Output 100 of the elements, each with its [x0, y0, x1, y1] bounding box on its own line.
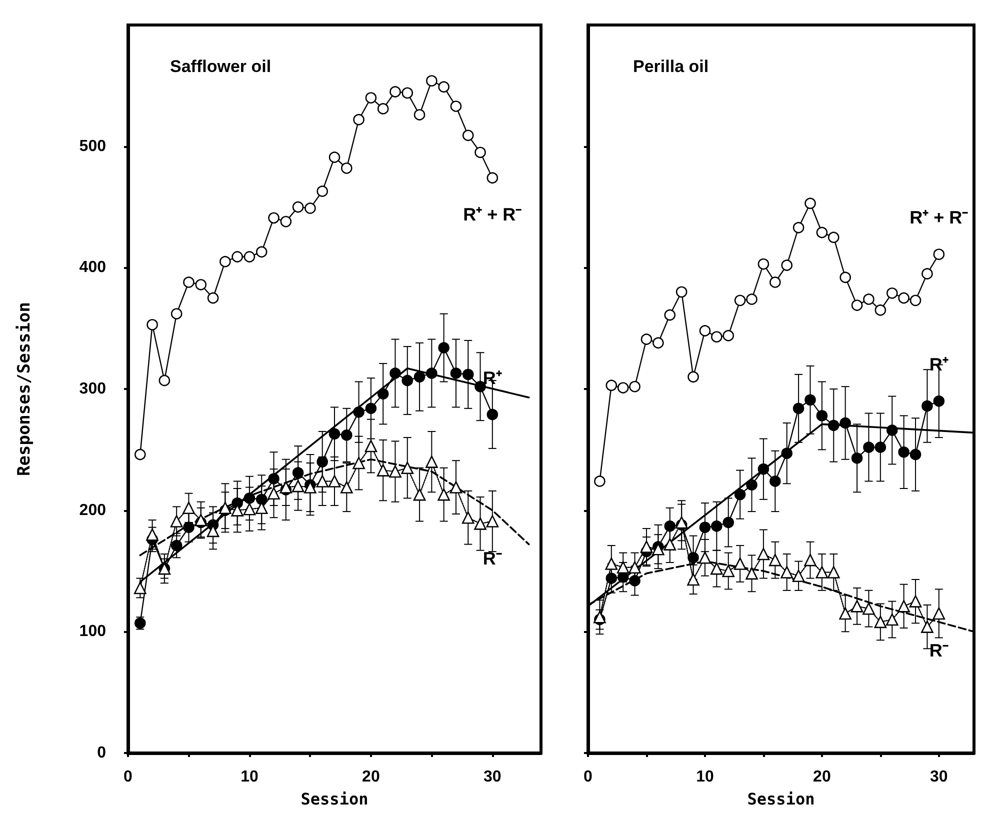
point: [594, 476, 606, 487]
point: [389, 465, 402, 478]
x-tick-label: 0: [124, 768, 133, 786]
point: [170, 540, 182, 552]
point: [292, 480, 304, 492]
point: [268, 212, 280, 224]
point: [874, 442, 886, 453]
point: [699, 325, 711, 336]
point: [828, 232, 840, 243]
point: [377, 103, 389, 114]
point: [474, 380, 486, 392]
series-label: R⁻: [482, 548, 502, 568]
point: [828, 420, 840, 432]
point: [640, 334, 652, 345]
point: [450, 100, 462, 112]
point: [244, 251, 256, 262]
point: [414, 371, 426, 383]
point: [328, 152, 340, 163]
point: [364, 440, 378, 452]
point: [352, 456, 365, 470]
point: [243, 502, 256, 516]
point: [486, 408, 498, 420]
point: [722, 330, 734, 342]
point: [886, 288, 898, 299]
point: [316, 186, 328, 197]
point: [402, 87, 414, 99]
point: [851, 452, 863, 464]
point: [220, 256, 231, 268]
point: [340, 481, 353, 494]
point: [874, 304, 886, 316]
point: [816, 226, 828, 238]
point: [932, 607, 946, 620]
x-tick-label: 30: [484, 768, 502, 786]
series-label: R⁺ + R⁻: [463, 204, 522, 225]
point: [134, 582, 146, 594]
point: [922, 268, 933, 280]
point: [699, 522, 711, 533]
point: [256, 246, 268, 258]
point: [617, 382, 629, 394]
point: [898, 600, 910, 612]
point: [933, 395, 945, 407]
point: [328, 475, 341, 488]
point: [804, 554, 816, 566]
x-axis-title: Session: [747, 790, 815, 808]
series-label: R⁻: [929, 640, 948, 661]
point: [874, 616, 887, 628]
y-tick-label: 100: [79, 623, 106, 640]
point: [851, 300, 863, 311]
point: [268, 473, 280, 484]
point: [316, 475, 329, 488]
point: [194, 514, 208, 526]
point: [909, 595, 922, 608]
point: [377, 388, 389, 400]
point: [390, 368, 401, 379]
point: [757, 548, 770, 560]
point: [816, 410, 828, 422]
point: [769, 554, 782, 566]
point: [816, 566, 828, 578]
series-label: R⁺ + R⁻: [910, 208, 968, 228]
point: [734, 488, 746, 500]
point: [734, 558, 746, 570]
point: [910, 448, 922, 460]
point: [664, 538, 676, 550]
point: [605, 558, 618, 570]
point: [413, 488, 426, 501]
point: [746, 294, 758, 305]
point: [898, 292, 910, 304]
point: [792, 570, 805, 582]
point: [664, 520, 676, 532]
point: [462, 368, 474, 380]
point: [629, 380, 640, 392]
point: [606, 572, 618, 584]
point: [365, 92, 377, 104]
x-tick-label: 10: [696, 768, 714, 786]
point: [292, 201, 304, 213]
point: [304, 202, 316, 214]
point: [146, 528, 158, 541]
y-axis-title: Responses/Session: [14, 302, 34, 476]
point: [863, 294, 874, 305]
point: [770, 476, 781, 487]
point: [341, 162, 352, 174]
point: [628, 561, 641, 574]
point: [341, 429, 352, 441]
point: [195, 279, 207, 290]
point: [921, 620, 934, 633]
point: [450, 368, 462, 379]
point: [280, 481, 292, 494]
point: [292, 467, 304, 478]
x-tick-label: 20: [362, 768, 380, 786]
point: [170, 515, 183, 528]
point: [676, 286, 688, 298]
point: [688, 371, 699, 383]
point: [280, 216, 292, 228]
point: [792, 222, 804, 234]
point: [134, 448, 146, 460]
point: [232, 251, 243, 262]
point: [898, 446, 910, 458]
point: [839, 607, 852, 620]
point: [781, 448, 792, 459]
point: [170, 308, 182, 320]
